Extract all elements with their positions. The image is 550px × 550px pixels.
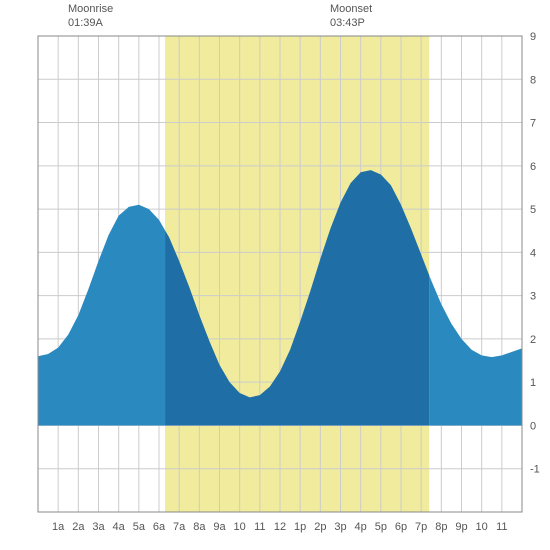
x-tick-label: 3p — [334, 521, 346, 533]
x-tick-label: 9a — [213, 521, 226, 533]
x-tick-label: 9p — [455, 521, 467, 533]
y-tick-label: 0 — [530, 420, 536, 432]
chart-svg: -101234567891a2a3a4a5a6a7a8a9a1011121p2p… — [0, 0, 550, 550]
x-tick-label: 11 — [496, 521, 507, 533]
x-tick-label: 4p — [355, 521, 367, 533]
y-tick-label: 7 — [530, 118, 536, 130]
moonset-title: Moonset — [330, 2, 372, 16]
y-tick-label: 9 — [530, 31, 536, 43]
y-tick-label: 8 — [530, 74, 536, 86]
x-tick-label: 5p — [375, 521, 387, 533]
y-tick-label: 1 — [530, 377, 536, 389]
y-tick-label: 6 — [530, 161, 536, 173]
x-tick-label: 11 — [254, 521, 265, 533]
x-tick-label: 7a — [173, 521, 186, 533]
x-tick-label: 8a — [193, 521, 206, 533]
y-tick-label: 3 — [530, 291, 536, 303]
moonrise-time: 01:39A — [68, 16, 113, 30]
x-tick-label: 7p — [415, 521, 427, 533]
x-tick-label: 4a — [113, 521, 126, 533]
y-tick-label: 2 — [530, 334, 536, 346]
x-tick-label: 1a — [52, 521, 65, 533]
x-tick-label: 10 — [234, 521, 246, 533]
x-tick-label: 1p — [294, 521, 306, 533]
y-tick-label: -1 — [530, 464, 540, 476]
moonset-time: 03:43P — [330, 16, 372, 30]
x-tick-label: 6p — [395, 521, 407, 533]
x-tick-label: 5a — [133, 521, 146, 533]
x-tick-label: 12 — [274, 521, 286, 533]
tide-chart: Moonrise 01:39A Moonset 03:43P -10123456… — [0, 0, 550, 550]
y-tick-label: 5 — [530, 204, 536, 216]
x-tick-label: 2p — [314, 521, 326, 533]
moonrise-title: Moonrise — [68, 2, 113, 16]
moonrise-label: Moonrise 01:39A — [68, 2, 113, 31]
moonset-label: Moonset 03:43P — [330, 2, 372, 31]
y-tick-label: 4 — [530, 247, 536, 259]
x-tick-label: 8p — [435, 521, 447, 533]
x-tick-label: 6a — [153, 521, 166, 533]
x-tick-label: 10 — [476, 521, 488, 533]
x-tick-label: 3a — [92, 521, 105, 533]
x-tick-label: 2a — [72, 521, 85, 533]
